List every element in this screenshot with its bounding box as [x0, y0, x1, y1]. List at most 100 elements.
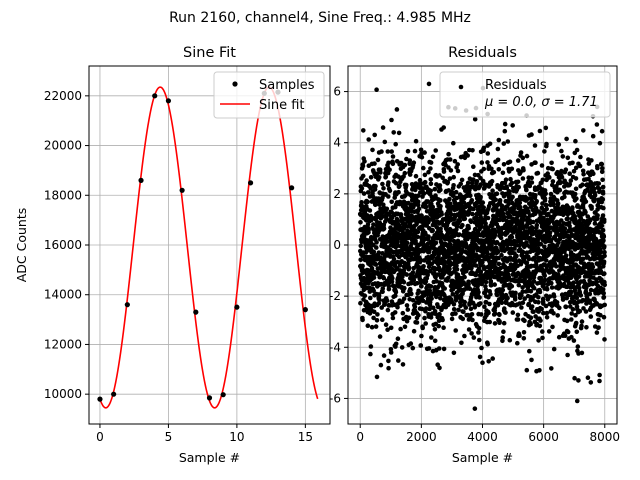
residual-point [496, 137, 502, 143]
residual-point [571, 338, 577, 343]
residual-point [519, 293, 524, 298]
residual-point [421, 264, 426, 269]
residual-point [360, 163, 366, 169]
residual-point [402, 162, 408, 168]
residual-point [601, 219, 607, 224]
residual-point [463, 305, 469, 310]
residual-point [531, 285, 537, 291]
residual-point [583, 309, 589, 314]
residual-point [502, 121, 508, 127]
residual-point [406, 265, 412, 271]
residual-point [509, 180, 515, 186]
residual-point [534, 199, 539, 204]
y-tick-label: 18000 [44, 188, 82, 202]
residual-point [411, 328, 417, 334]
residual-point [388, 350, 394, 355]
residual-point [433, 148, 439, 153]
residual-point [529, 357, 534, 363]
residual-point [526, 256, 532, 262]
residual-point [427, 306, 432, 312]
residual-point [456, 307, 461, 313]
residual-point [366, 137, 372, 142]
residual-point [422, 172, 428, 178]
residual-point [509, 234, 515, 240]
residual-point [430, 154, 436, 159]
residual-point [375, 312, 380, 317]
residual-point [411, 277, 417, 283]
residual-point [601, 294, 607, 300]
residual-point [497, 198, 503, 203]
residual-point [383, 322, 389, 328]
x-axis-label: Sample # [452, 450, 513, 465]
residual-point [574, 329, 580, 335]
residual-point [420, 325, 426, 331]
x-tick-label: 15 [298, 430, 313, 444]
residual-point [493, 197, 499, 203]
residual-point [414, 320, 420, 325]
residual-point [408, 287, 413, 293]
residual-point [571, 168, 577, 174]
residual-point [569, 334, 574, 340]
residual-point [589, 158, 594, 163]
residual-point [586, 161, 592, 166]
residual-point [373, 183, 378, 189]
residual-point [500, 335, 506, 340]
residual-point [418, 147, 424, 153]
residual-point [374, 318, 380, 323]
residual-point [374, 240, 379, 245]
residual-point [560, 297, 566, 302]
residual-point [602, 244, 607, 249]
residual-point [373, 324, 379, 329]
residual-point [549, 160, 554, 166]
residual-point [399, 160, 404, 166]
residual-point [359, 200, 364, 205]
legend: Residuals μ = 0.0, σ = 1.71 [439, 71, 611, 118]
residual-point [362, 293, 368, 299]
legend-marker-samples [232, 81, 238, 87]
residual-point [588, 287, 594, 293]
legend-label-sine-fit: Sine fit [259, 98, 305, 113]
residual-point [429, 296, 434, 301]
legend-marker-residuals [458, 84, 464, 90]
residual-point [451, 140, 456, 146]
residual-point [568, 178, 574, 183]
residual-point [419, 306, 425, 312]
residual-point [510, 310, 516, 315]
residual-point [488, 291, 493, 297]
residual-point [447, 196, 452, 202]
residual-point [571, 280, 576, 286]
sample-point [302, 307, 308, 313]
residual-point [393, 141, 399, 147]
residual-point [513, 290, 518, 296]
residual-point [480, 200, 486, 205]
residual-point [557, 188, 563, 193]
residual-point [551, 201, 556, 207]
residual-point [599, 161, 605, 167]
residual-point [518, 204, 523, 210]
residual-point [452, 158, 458, 164]
residual-point [499, 203, 505, 208]
residual-point [600, 227, 606, 233]
residual-point [537, 368, 542, 373]
residual-point [413, 138, 419, 144]
residual-point [376, 293, 382, 299]
residual-point [473, 272, 479, 278]
residual-point [386, 358, 391, 364]
residual-point [399, 345, 405, 350]
residual-point [522, 213, 527, 219]
residual-point [597, 372, 602, 378]
residual-point [521, 336, 527, 341]
residual-point [372, 132, 378, 138]
y-tick-label: 20000 [44, 139, 82, 153]
residual-point [404, 240, 410, 246]
residual-point [472, 305, 478, 310]
residual-point [551, 346, 557, 352]
residual-point [453, 298, 459, 303]
residual-point [593, 255, 599, 261]
residual-point [595, 213, 600, 218]
residual-point [396, 358, 401, 363]
residual-point [520, 250, 526, 255]
residual-point [411, 160, 417, 165]
residual-point [502, 264, 508, 269]
residual-point [567, 223, 572, 229]
